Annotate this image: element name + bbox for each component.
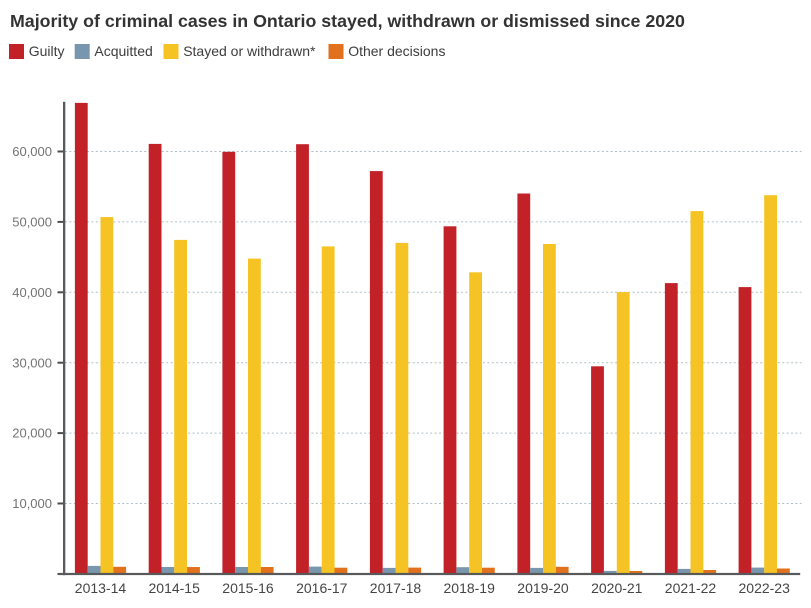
svg-text:2020-21: 2020-21 [591, 580, 643, 596]
svg-text:2016-17: 2016-17 [296, 580, 348, 596]
svg-text:2022-23: 2022-23 [739, 580, 791, 596]
svg-text:2018-19: 2018-19 [444, 580, 496, 596]
svg-text:Other decisions: Other decisions [348, 43, 445, 59]
svg-text:Acquitted: Acquitted [94, 43, 152, 59]
svg-text:50,000: 50,000 [12, 215, 52, 230]
svg-text:2015-16: 2015-16 [222, 580, 274, 596]
svg-text:2021-22: 2021-22 [665, 580, 717, 596]
svg-text:Stayed or withdrawn*: Stayed or withdrawn* [183, 43, 316, 59]
svg-text:2019-20: 2019-20 [517, 580, 569, 596]
svg-text:60,000: 60,000 [12, 144, 52, 159]
svg-text:20,000: 20,000 [12, 426, 52, 441]
svg-text:2014-15: 2014-15 [149, 580, 201, 596]
svg-text:10,000: 10,000 [12, 496, 52, 511]
svg-text:2017-18: 2017-18 [370, 580, 422, 596]
svg-text:Guilty: Guilty [29, 43, 65, 59]
svg-text:30,000: 30,000 [12, 355, 52, 370]
svg-text:Majority of criminal cases in: Majority of criminal cases in Ontario st… [10, 11, 685, 31]
svg-text:2013-14: 2013-14 [75, 580, 127, 596]
svg-text:40,000: 40,000 [12, 285, 52, 300]
